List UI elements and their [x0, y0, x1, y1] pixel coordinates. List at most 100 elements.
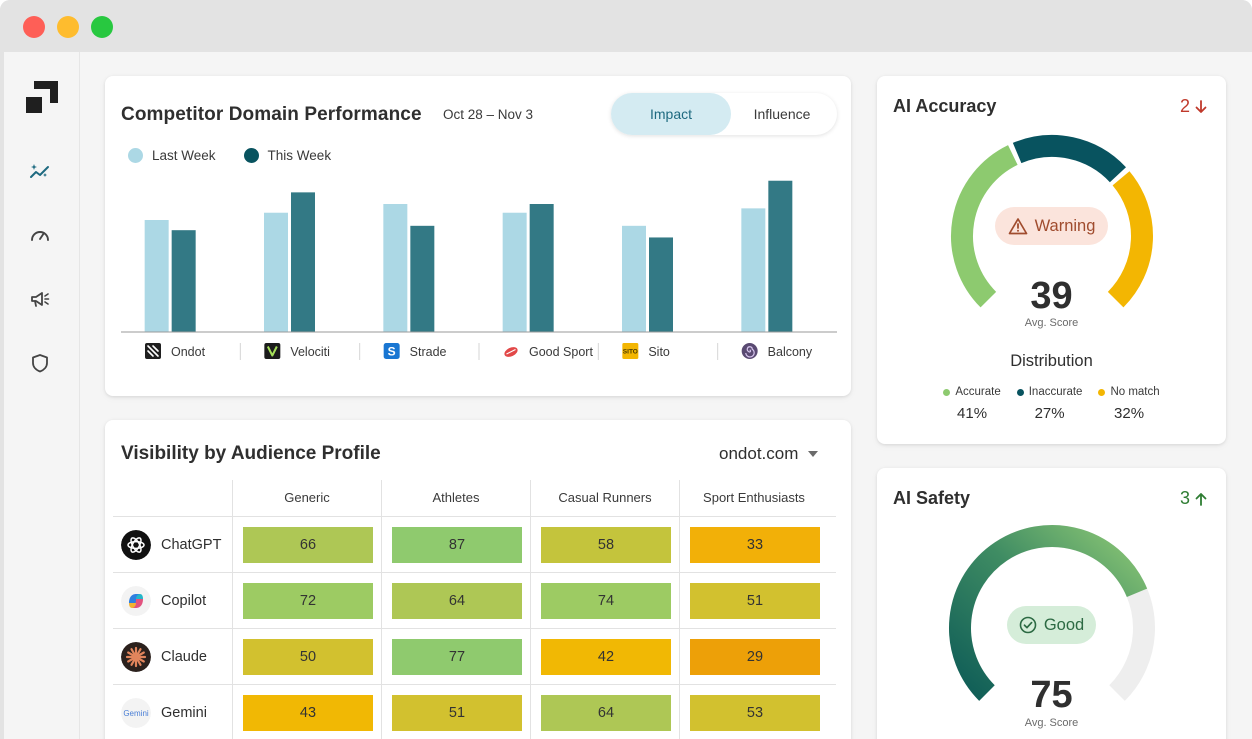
no-match-dot — [1098, 388, 1106, 396]
safety-score: 75 — [1030, 674, 1073, 716]
heatmap-cell[interactable]: 43 — [243, 695, 373, 731]
category-label-strade: Strade — [410, 345, 447, 359]
table-row: Gemini Gemini 43 51 64 53 — [113, 684, 836, 739]
row-name: Gemini — [161, 705, 207, 721]
sparkle-trend-icon — [30, 164, 49, 178]
no-match-value: 32% — [1114, 405, 1145, 422]
good-badge: Good — [1007, 606, 1096, 644]
accurate-value: 41% — [957, 405, 988, 422]
category-label-sito: Sito — [648, 345, 670, 359]
inaccurate-value: 27% — [1034, 405, 1065, 422]
sidebar-item-safety[interactable] — [28, 351, 52, 375]
heatmap-header: Generic Athletes Casual Runners Sport Enthu… — [113, 480, 836, 516]
distribution-inaccurate: Inaccurate 27% — [1016, 386, 1082, 422]
heatmap-cell[interactable]: 58 — [541, 527, 671, 563]
impact-toggle-button[interactable]: Impact — [611, 93, 731, 135]
table-row: ChatGPT 66 87 58 33 — [113, 516, 836, 573]
distribution-title: Distribution — [1010, 352, 1093, 370]
sidebar — [4, 52, 80, 739]
heatmap-cell-wrapper: 66 — [232, 517, 381, 573]
warning-badge-label: Warning — [1034, 216, 1096, 235]
speedometer-icon — [31, 231, 49, 241]
distribution-no-match: No match 32% — [1098, 386, 1160, 422]
bar-ondot-last-week — [144, 220, 169, 332]
heatmap-cell-wrapper: 72 — [232, 573, 381, 629]
inaccurate-dot — [1016, 388, 1024, 396]
bar-strade-last-week — [383, 204, 408, 332]
domain-select[interactable]: ondot.com — [719, 444, 819, 464]
row-name: ChatGPT — [161, 537, 222, 553]
inaccurate-arc — [1012, 135, 1126, 183]
heatmap-cell[interactable]: 64 — [392, 583, 522, 619]
arrow-up-icon — [1195, 492, 1207, 506]
shield-icon — [32, 354, 48, 373]
category-label-ondot: Ondot — [171, 345, 206, 359]
maximize-window-button[interactable] — [91, 16, 113, 38]
bar-sito-last-week — [622, 225, 646, 332]
heatmap-cell-wrapper: 64 — [381, 573, 530, 629]
heatmap-cell-wrapper: 42 — [530, 629, 679, 685]
heatmap-cell[interactable]: 77 — [392, 639, 522, 675]
row-name: Copilot — [161, 593, 207, 609]
safety-delta: 3 — [1180, 488, 1208, 509]
heatmap-cell[interactable]: 42 — [541, 639, 671, 675]
velociti-logo-icon — [264, 343, 281, 359]
heatmap-cell[interactable]: 50 — [243, 639, 373, 675]
column-header-sport-enthusiasts: Sport Enthusiasts — [679, 480, 828, 516]
category-label-velociti: Velociti — [290, 345, 330, 359]
row-name: Claude — [161, 649, 207, 665]
good-sport-logo-icon — [504, 347, 518, 357]
minimize-window-button[interactable] — [57, 16, 79, 38]
chevron-down-icon — [808, 451, 819, 457]
bar-sito-this-week — [649, 237, 673, 332]
heatmap-cell[interactable]: 51 — [392, 695, 522, 731]
accuracy-delta-value: 2 — [1179, 96, 1190, 116]
heatmap-cell[interactable]: 74 — [541, 583, 671, 619]
heatmap-cell[interactable]: 72 — [243, 583, 373, 619]
heatmap-cell[interactable]: 53 — [690, 695, 820, 731]
category-label-good-sport: Good Sport — [529, 345, 593, 359]
app-logo-icon[interactable] — [26, 81, 58, 113]
influence-toggle-button[interactable]: Influence — [753, 106, 811, 122]
no-match-arc — [1107, 171, 1153, 308]
row-label-copilot: Copilot — [121, 573, 206, 629]
sidebar-item-insights[interactable] — [28, 160, 52, 184]
svg-text:SITO: SITO — [623, 349, 638, 356]
accurate-label: Accurate — [955, 386, 1001, 398]
title-bar — [0, 0, 1252, 52]
good-badge-label: Good — [1043, 615, 1085, 634]
heatmap-cell-wrapper: 29 — [679, 629, 828, 685]
accuracy-title: AI Accuracy — [893, 96, 997, 116]
safety-title: AI Safety — [893, 488, 971, 508]
heatmap-cell[interactable]: 64 — [541, 695, 671, 731]
accurate-dot — [943, 388, 951, 396]
sidebar-item-performance[interactable] — [28, 223, 52, 247]
heatmap-cell[interactable]: 51 — [690, 583, 820, 619]
heatmap-cell[interactable]: 66 — [243, 527, 373, 563]
metric-toggle: Influence Impact — [611, 93, 837, 135]
column-header-athletes: Athletes — [381, 480, 530, 516]
safety-value-arc — [949, 525, 1148, 701]
check-circle-icon — [1019, 616, 1037, 634]
legend-last-week: Last Week — [128, 148, 216, 163]
distribution-accurate-legend: Accurate — [943, 386, 1001, 398]
heatmap-cell[interactable]: 87 — [392, 527, 522, 563]
table-row: Claude 50 77 42 29 — [113, 628, 836, 685]
close-window-button[interactable] — [23, 16, 45, 38]
heatmap-cell[interactable]: 29 — [690, 639, 820, 675]
legend-this-week-label: This Week — [267, 148, 332, 163]
accuracy-score: 39 — [1030, 275, 1073, 317]
bar-velociti-this-week — [291, 192, 315, 332]
chart-legend: Last Week This Week — [128, 148, 331, 163]
heatmap-cell[interactable]: 33 — [690, 527, 820, 563]
safety-delta-value: 3 — [1179, 488, 1190, 508]
row-label-claude: Claude — [121, 629, 207, 685]
gemini-icon: Gemini — [121, 698, 151, 728]
legend-last-week-label: Last Week — [152, 148, 216, 163]
heatmap-cell-wrapper: 50 — [232, 629, 381, 685]
legend-this-week: This Week — [243, 148, 332, 163]
safety-gauge — [949, 525, 1155, 701]
app-body: Competitor Domain Performance Oct 28 – N… — [4, 52, 1252, 739]
sidebar-item-campaigns[interactable] — [28, 287, 52, 311]
arrow-down-icon — [1195, 99, 1207, 113]
